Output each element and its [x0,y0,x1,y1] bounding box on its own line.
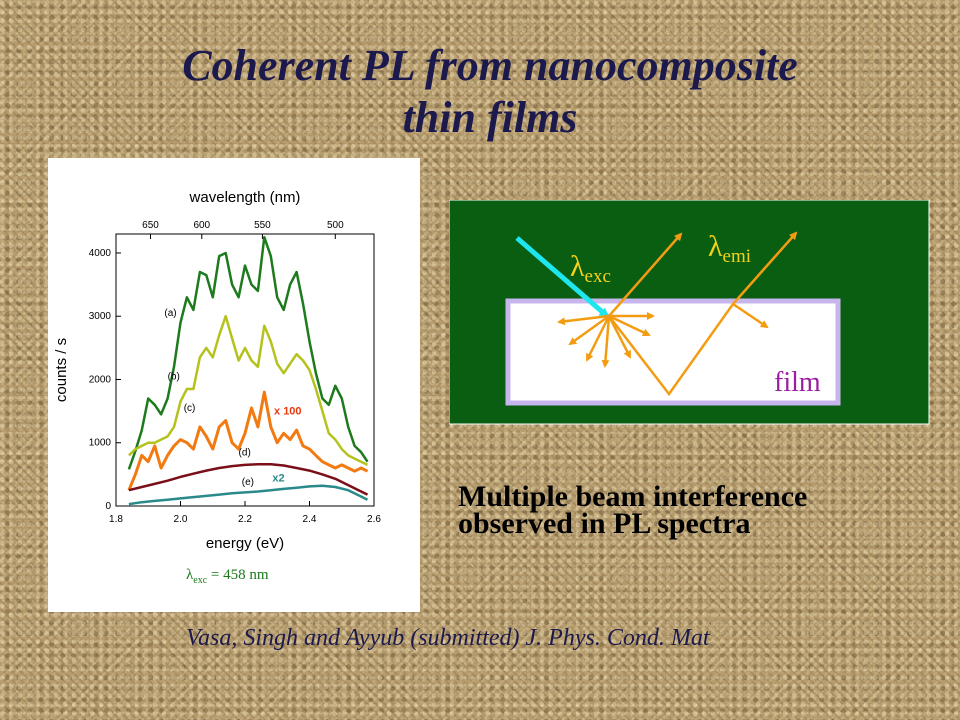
chart-annotation-0: x 100 [274,405,302,417]
y-tick-label: 2000 [89,374,112,385]
y-tick-label: 3000 [89,311,112,322]
series-line-2 [127,390,369,491]
chart-annotation-1: x2 [272,472,284,484]
y-tick-label: 1000 [89,438,112,449]
x-tick-label: 2.4 [303,514,317,525]
series-label-2: (c) [184,403,196,414]
series-label-0: (a) [164,308,176,319]
x-tick-label: 1.8 [109,514,123,525]
emission-rays [557,231,798,397]
y-tick-label: 0 [105,501,111,512]
lambda-exc-label: λexc [570,250,611,287]
top-tick-label: 550 [254,220,271,231]
series-label-3: (d) [239,447,251,458]
film-interference-diagram: λexc λemi film [448,199,930,430]
top-tick-label: 500 [327,220,344,231]
y-tick-label: 4000 [89,248,112,259]
chart-x-axis-title: energy (eV) [206,535,284,552]
series-label-4: (e) [242,477,254,488]
title-line-2: thin films [402,93,578,142]
title-line-1: Coherent PL from nanocomposite [182,41,798,90]
excitation-lambda-symbol: λ [186,567,194,583]
citation: Vasa, Singh and Ayyub (submitted) J. Phy… [186,625,710,651]
excitation-subscript: exc [193,575,208,586]
top-tick-label: 650 [142,220,159,231]
top-tick-label: 600 [193,220,210,231]
chart-y-axis-title: counts / s [53,338,70,402]
x-tick-label: 2.0 [174,514,188,525]
series-label-1: (b) [168,371,180,382]
excitation-beam-arrow [515,236,610,318]
diagram-svg: λexc λemi film [448,199,930,425]
lambda-emi-label: λemi [708,230,751,267]
x-tick-label: 2.2 [238,514,252,525]
caption-line-1: Multiple beam interference [458,480,808,513]
caption-line-2: observed in PL spectra [458,507,751,540]
x-tick-label: 2.6 [367,514,381,525]
excitation-value: = 458 nm [207,567,269,583]
slide-caption: Multiple beam interference observed in P… [458,480,808,540]
series-line-1 [128,314,369,467]
slide-title: Coherent PL from nanocomposite thin film… [0,40,960,144]
chart-svg: 1.8 2.0 2.2 2.4 2.6 0 1000 2000 3000 4000 650 600 55… [53,189,382,552]
chart-top-axis-title: wavelength (nm) [189,189,301,206]
series-line-4 [128,484,369,506]
chart-series-group: (a) (b) (c) (d) (e) x 100 x2 [127,235,369,506]
excitation-wavelength-label: λexc = 458 nm [186,567,269,586]
chart-axes: 1.8 2.0 2.2 2.4 2.6 0 1000 2000 3000 4000 650 600 55… [89,220,382,525]
series-line-0 [127,235,369,470]
film-label: film [774,367,821,398]
series-line-3 [128,463,369,496]
pl-spectra-chart: 1.8 2.0 2.2 2.4 2.6 0 1000 2000 3000 4000 650 600 55… [48,158,420,612]
